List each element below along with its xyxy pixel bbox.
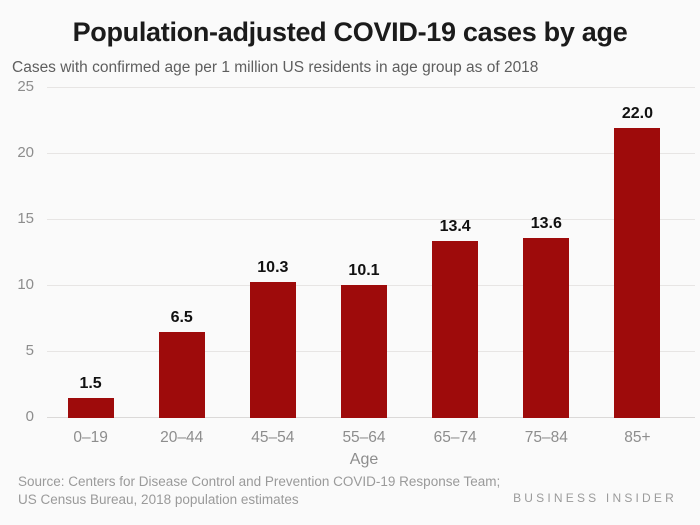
y-tick-label: 10 xyxy=(17,276,34,293)
bar-value-label: 1.5 xyxy=(79,375,102,393)
bar-slot: 6.5 20–44 xyxy=(136,88,227,446)
source-line-2: US Census Bureau, 2018 population estima… xyxy=(18,492,299,507)
bar-slot: 13.6 75–84 xyxy=(501,88,592,446)
gridline xyxy=(47,219,695,220)
gridline xyxy=(47,87,695,88)
source-line-1: Source: Centers for Disease Control and … xyxy=(18,474,501,489)
business-insider-logo: BUSINESS INSIDER xyxy=(513,491,677,505)
y-tick-label: 0 xyxy=(25,408,34,425)
bar-slot: 10.1 55–64 xyxy=(318,88,409,446)
bar xyxy=(67,398,114,418)
source-attribution: Source: Centers for Disease Control and … xyxy=(18,473,500,509)
x-tick-label: 75–84 xyxy=(524,429,568,446)
bars-row: 1.5 0–19 6.5 20–44 10.3 45–54 10.1 55–64 13.4 65–… xyxy=(45,88,683,446)
y-tick-label: 5 xyxy=(25,342,34,359)
bar xyxy=(340,284,387,418)
x-tick-label: 65–74 xyxy=(433,429,477,446)
bar-slot: 13.4 65–74 xyxy=(410,88,501,446)
bar-slot: 10.3 45–54 xyxy=(227,88,318,446)
bar-value-label: 6.5 xyxy=(170,309,193,327)
y-tick-label: 15 xyxy=(17,210,34,227)
bar xyxy=(523,238,570,418)
bar xyxy=(249,282,296,418)
x-tick-label: 20–44 xyxy=(160,429,204,446)
x-tick-label: 0–19 xyxy=(73,429,108,446)
chart-title: Population-adjusted COVID-19 cases by ag… xyxy=(72,17,628,47)
gridline xyxy=(47,153,695,154)
x-tick-label: 55–64 xyxy=(342,429,386,446)
x-tick-label: 45–54 xyxy=(251,429,295,446)
bar-value-label: 10.1 xyxy=(348,261,380,279)
bar-value-label: 22.0 xyxy=(621,104,653,122)
x-axis-title: Age xyxy=(349,451,379,468)
bar xyxy=(158,332,205,418)
bar-slot: 1.5 0–19 xyxy=(45,88,136,446)
chart-subtitle: Cases with confirmed age per 1 million U… xyxy=(12,59,539,76)
bar xyxy=(614,127,661,418)
bar-slot: 22.0 85+ xyxy=(592,88,683,446)
bar-value-label: 10.3 xyxy=(257,259,289,277)
bar-value-label: 13.6 xyxy=(530,215,562,233)
plot-area: Age 0 5 10 15 20 25 1.5 0–19 6.5 20–44 10.3 45–54 10… xyxy=(17,79,695,468)
bar-value-label: 13.4 xyxy=(439,218,471,236)
y-tick-label: 25 xyxy=(17,78,34,95)
x-tick-label: 85+ xyxy=(624,429,651,446)
bar xyxy=(432,241,479,418)
y-tick-label: 20 xyxy=(17,144,34,161)
